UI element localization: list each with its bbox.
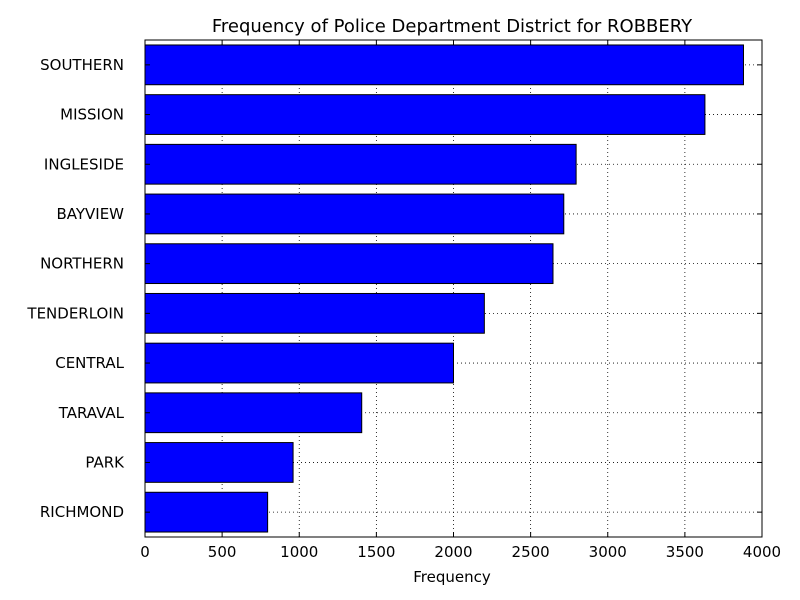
x-tick-label: 0 bbox=[140, 543, 150, 561]
bar-tenderloin bbox=[144, 292, 485, 334]
y-tick-label: MISSION bbox=[60, 106, 124, 124]
y-tick-label: NORTHERN bbox=[40, 255, 124, 273]
bar-bayview bbox=[144, 193, 565, 235]
bar-ingleside bbox=[144, 143, 577, 185]
x-tick-label: 1500 bbox=[357, 543, 395, 561]
x-tick-label: 1000 bbox=[280, 543, 318, 561]
x-tick-label: 2000 bbox=[434, 543, 472, 561]
bar-richmond bbox=[144, 491, 269, 533]
axis-ticks bbox=[144, 40, 763, 537]
y-tick-label: TARAVAL bbox=[58, 404, 125, 422]
x-tick-label: 500 bbox=[208, 543, 237, 561]
x-tick-label: 3000 bbox=[589, 543, 627, 561]
bars bbox=[144, 44, 744, 533]
bar-taraval bbox=[144, 392, 363, 434]
bar-mission bbox=[144, 94, 706, 135]
y-tick-label: RICHMOND bbox=[40, 503, 124, 521]
y-tick-label: INGLESIDE bbox=[44, 155, 124, 173]
x-tick-label: 4000 bbox=[743, 543, 781, 561]
bar-central bbox=[144, 342, 454, 384]
y-tick-labels: SOUTHERN MISSION INGLESIDE BAYVIEW NORTHERN T… bbox=[26, 56, 125, 521]
chart-title: Frequency of Police Department District … bbox=[212, 16, 693, 37]
y-tick-label: CENTRAL bbox=[55, 354, 124, 372]
x-tick-labels: 0 500 1000 1500 2000 2500 3000 3500 4000 bbox=[140, 543, 781, 561]
x-axis-label: Frequency bbox=[413, 568, 491, 586]
x-tick-label: 2500 bbox=[512, 543, 550, 561]
y-tick-label: SOUTHERN bbox=[40, 56, 124, 74]
bar-park bbox=[144, 442, 294, 483]
x-tick-label: 3500 bbox=[666, 543, 704, 561]
y-tick-label: BAYVIEW bbox=[56, 205, 124, 223]
y-tick-label: PARK bbox=[85, 453, 125, 471]
y-tick-label: TENDERLOIN bbox=[26, 304, 124, 322]
bar-northern bbox=[144, 243, 554, 285]
bar-southern bbox=[144, 44, 744, 86]
